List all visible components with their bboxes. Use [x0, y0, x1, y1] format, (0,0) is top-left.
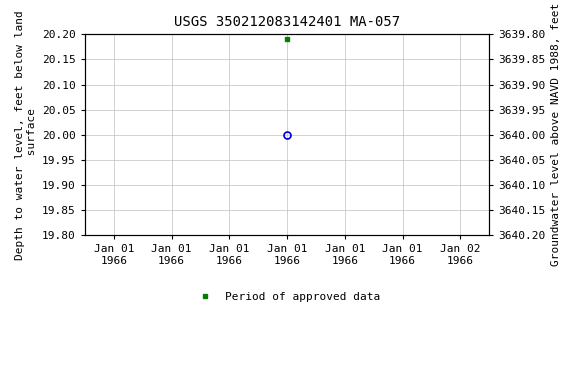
Title: USGS 350212083142401 MA-057: USGS 350212083142401 MA-057 — [174, 15, 400, 29]
Y-axis label: Depth to water level, feet below land
 surface: Depth to water level, feet below land su… — [15, 10, 37, 260]
Y-axis label: Groundwater level above NAVD 1988, feet: Groundwater level above NAVD 1988, feet — [551, 3, 561, 266]
Legend: Period of approved data: Period of approved data — [190, 287, 385, 306]
